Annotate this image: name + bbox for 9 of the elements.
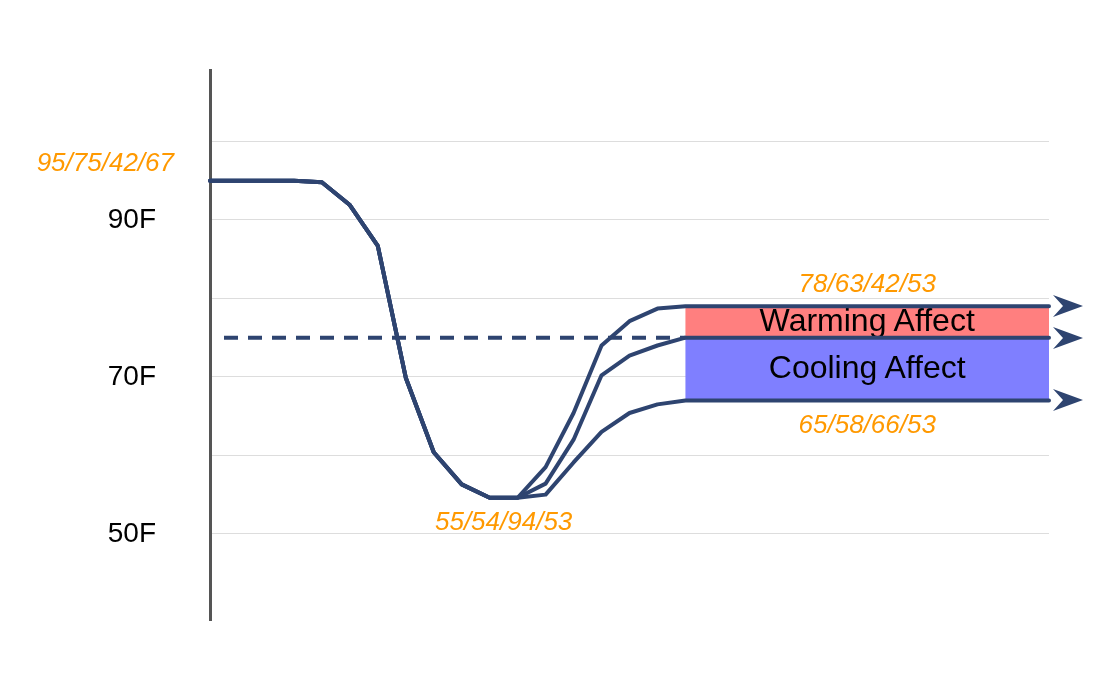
y-tick-label: 90F	[107, 202, 156, 234]
band-label: Cooling Affect	[768, 348, 966, 385]
annotation: 55/54/94/53	[434, 506, 573, 536]
annotation: 78/63/42/53	[798, 268, 937, 299]
y-tick-label: 70F	[107, 359, 156, 391]
text: 95/75/42/67	[36, 146, 176, 177]
band-label: Warming Affect	[759, 301, 975, 338]
y-tick-label: 50F	[107, 516, 156, 548]
annotation: 65/58/66/53	[798, 408, 937, 439]
